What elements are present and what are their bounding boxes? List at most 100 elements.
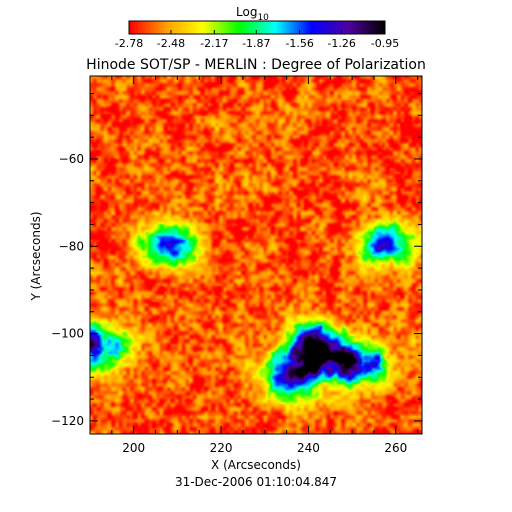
colorbar-cell	[333, 21, 336, 34]
colorbar-cell	[245, 21, 248, 34]
colorbar-cell	[355, 21, 358, 34]
colorbar-cell	[327, 21, 330, 34]
colorbar-cell	[339, 21, 342, 34]
colorbar-cell	[317, 21, 320, 34]
colorbar-cell	[295, 21, 298, 34]
colorbar-cell	[353, 21, 356, 34]
colorbar-cell	[331, 21, 334, 34]
colorbar-cell	[373, 21, 376, 34]
colorbar-cell	[177, 21, 180, 34]
colorbar-cell	[301, 21, 304, 34]
colorbar-cell	[383, 21, 386, 34]
colorbar-cell	[195, 21, 198, 34]
colorbar-cell	[253, 21, 256, 34]
colorbar-cell	[137, 21, 140, 34]
colorbar-cell	[285, 21, 288, 34]
colorbar-cell	[243, 21, 246, 34]
colorbar-tick-label: -1.56	[285, 37, 313, 50]
colorbar-cell	[229, 21, 232, 34]
x-axis-label: X (Arcseconds)	[211, 458, 301, 472]
colorbar-cell	[175, 21, 178, 34]
colorbar-cell	[139, 21, 142, 34]
colorbar-cell	[227, 21, 230, 34]
colorbar-label: Log10	[236, 5, 269, 23]
colorbar-cell	[129, 21, 132, 34]
x-tick-label: 260	[384, 441, 407, 455]
plot-frame	[89, 75, 423, 435]
colorbar-cell	[133, 21, 136, 34]
colorbar-cell	[367, 21, 370, 34]
colorbar-cell	[377, 21, 380, 34]
colorbar-cell	[169, 21, 172, 34]
colorbar-cell	[343, 21, 346, 34]
colorbar-cell	[305, 21, 308, 34]
colorbar-cell	[179, 21, 182, 34]
colorbar-cell	[345, 21, 348, 34]
colorbar-cell	[183, 21, 186, 34]
colorbar-tick-label: -2.78	[115, 37, 143, 50]
colorbar-cell	[319, 21, 322, 34]
colorbar-cell	[323, 21, 326, 34]
colorbar-cell	[201, 21, 204, 34]
x-tick-label: 220	[210, 441, 233, 455]
colorbar-cell	[257, 21, 260, 34]
colorbar-cell	[273, 21, 276, 34]
chart-title: Hinode SOT/SP - MERLIN : Degree of Polar…	[86, 57, 426, 73]
colorbar-cell	[337, 21, 340, 34]
colorbar-cell	[199, 21, 202, 34]
colorbar-cell	[325, 21, 328, 34]
colorbar-cell	[321, 21, 324, 34]
colorbar-cell	[251, 21, 254, 34]
x-tick-labels: 200 220 240 260	[122, 441, 407, 455]
colorbar-cell	[155, 21, 158, 34]
y-tick-label: −100	[51, 327, 84, 341]
colorbar-cell	[225, 21, 228, 34]
colorbar-cell	[265, 21, 268, 34]
colorbar-tick-label: -2.17	[200, 37, 228, 50]
colorbar-cell	[303, 21, 306, 34]
x-tick-label: 200	[122, 441, 145, 455]
colorbar-cell	[313, 21, 316, 34]
colorbar-cell	[213, 21, 216, 34]
colorbar-gradient	[129, 21, 386, 34]
colorbar-cell	[219, 21, 222, 34]
colorbar-cell	[371, 21, 374, 34]
colorbar-cell	[267, 21, 270, 34]
colorbar-cell	[381, 21, 384, 34]
colorbar-cell	[207, 21, 210, 34]
colorbar-cell	[315, 21, 318, 34]
colorbar-cell	[151, 21, 154, 34]
colorbar-tick-label: -2.48	[157, 37, 185, 50]
colorbar-cell	[185, 21, 188, 34]
colorbar-cell	[205, 21, 208, 34]
colorbar-cell	[287, 21, 290, 34]
colorbar-cell	[193, 21, 196, 34]
colorbar-cell	[217, 21, 220, 34]
colorbar-cell	[271, 21, 274, 34]
colorbar-cell	[215, 21, 218, 34]
colorbar-cell	[187, 21, 190, 34]
colorbar-cell	[277, 21, 280, 34]
observation-timestamp: 31-Dec-2006 01:10:04.847	[175, 475, 337, 489]
colorbar-cell	[159, 21, 162, 34]
colorbar-cell	[237, 21, 240, 34]
colorbar-cell	[357, 21, 360, 34]
colorbar-cell	[359, 21, 362, 34]
colorbar-cell	[197, 21, 200, 34]
colorbar-cell	[297, 21, 300, 34]
y-tick-labels: −60 −80 −100 −120	[51, 152, 84, 428]
colorbar-cell	[375, 21, 378, 34]
colorbar-cell	[291, 21, 294, 34]
colorbar-cell	[347, 21, 350, 34]
colorbar-cell	[307, 21, 310, 34]
colorbar-cell	[165, 21, 168, 34]
colorbar-cell	[309, 21, 312, 34]
colorbar-cell	[141, 21, 144, 34]
colorbar-cell	[231, 21, 234, 34]
colorbar-cell	[149, 21, 152, 34]
colorbar-cell	[365, 21, 368, 34]
colorbar-cell	[275, 21, 278, 34]
colorbar-cell	[157, 21, 160, 34]
colorbar-cell	[135, 21, 138, 34]
colorbar-cell	[233, 21, 236, 34]
